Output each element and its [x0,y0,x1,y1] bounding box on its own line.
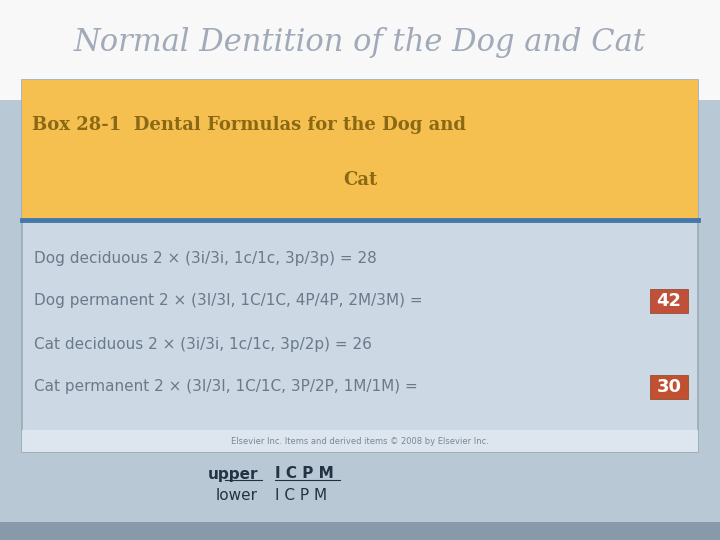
FancyBboxPatch shape [0,522,720,540]
FancyBboxPatch shape [650,375,688,399]
FancyBboxPatch shape [22,80,698,452]
Text: Dog permanent 2 × (3I/3I, 1C/1C, 4P/4P, 2M/3M) =: Dog permanent 2 × (3I/3I, 1C/1C, 4P/4P, … [34,294,423,308]
Text: Normal Dentition of the Dog and Cat: Normal Dentition of the Dog and Cat [74,28,646,58]
Text: Dog deciduous 2 × (3i/3i, 1c/1c, 3p/3p) = 28: Dog deciduous 2 × (3i/3i, 1c/1c, 3p/3p) … [34,251,377,266]
Text: 42: 42 [657,292,682,310]
Text: Cat permanent 2 × (3I/3I, 1C/1C, 3P/2P, 1M/1M) =: Cat permanent 2 × (3I/3I, 1C/1C, 3P/2P, … [34,380,418,395]
Text: Box 28-1  Dental Formulas for the Dog and: Box 28-1 Dental Formulas for the Dog and [32,116,466,134]
FancyBboxPatch shape [22,430,698,452]
Text: Cat: Cat [343,171,377,189]
Text: I C P M: I C P M [275,467,334,482]
FancyBboxPatch shape [0,0,720,100]
Text: upper: upper [207,467,258,482]
Text: lower: lower [216,489,258,503]
Text: Elsevier Inc. Items and derived items © 2008 by Elsevier Inc.: Elsevier Inc. Items and derived items © … [231,436,489,446]
FancyBboxPatch shape [650,289,688,313]
FancyBboxPatch shape [22,80,698,220]
Text: Cat deciduous 2 × (3i/3i, 1c/1c, 3p/2p) = 26: Cat deciduous 2 × (3i/3i, 1c/1c, 3p/2p) … [34,336,372,352]
FancyBboxPatch shape [0,100,720,540]
Text: I C P M: I C P M [275,489,327,503]
Text: 30: 30 [657,378,682,396]
